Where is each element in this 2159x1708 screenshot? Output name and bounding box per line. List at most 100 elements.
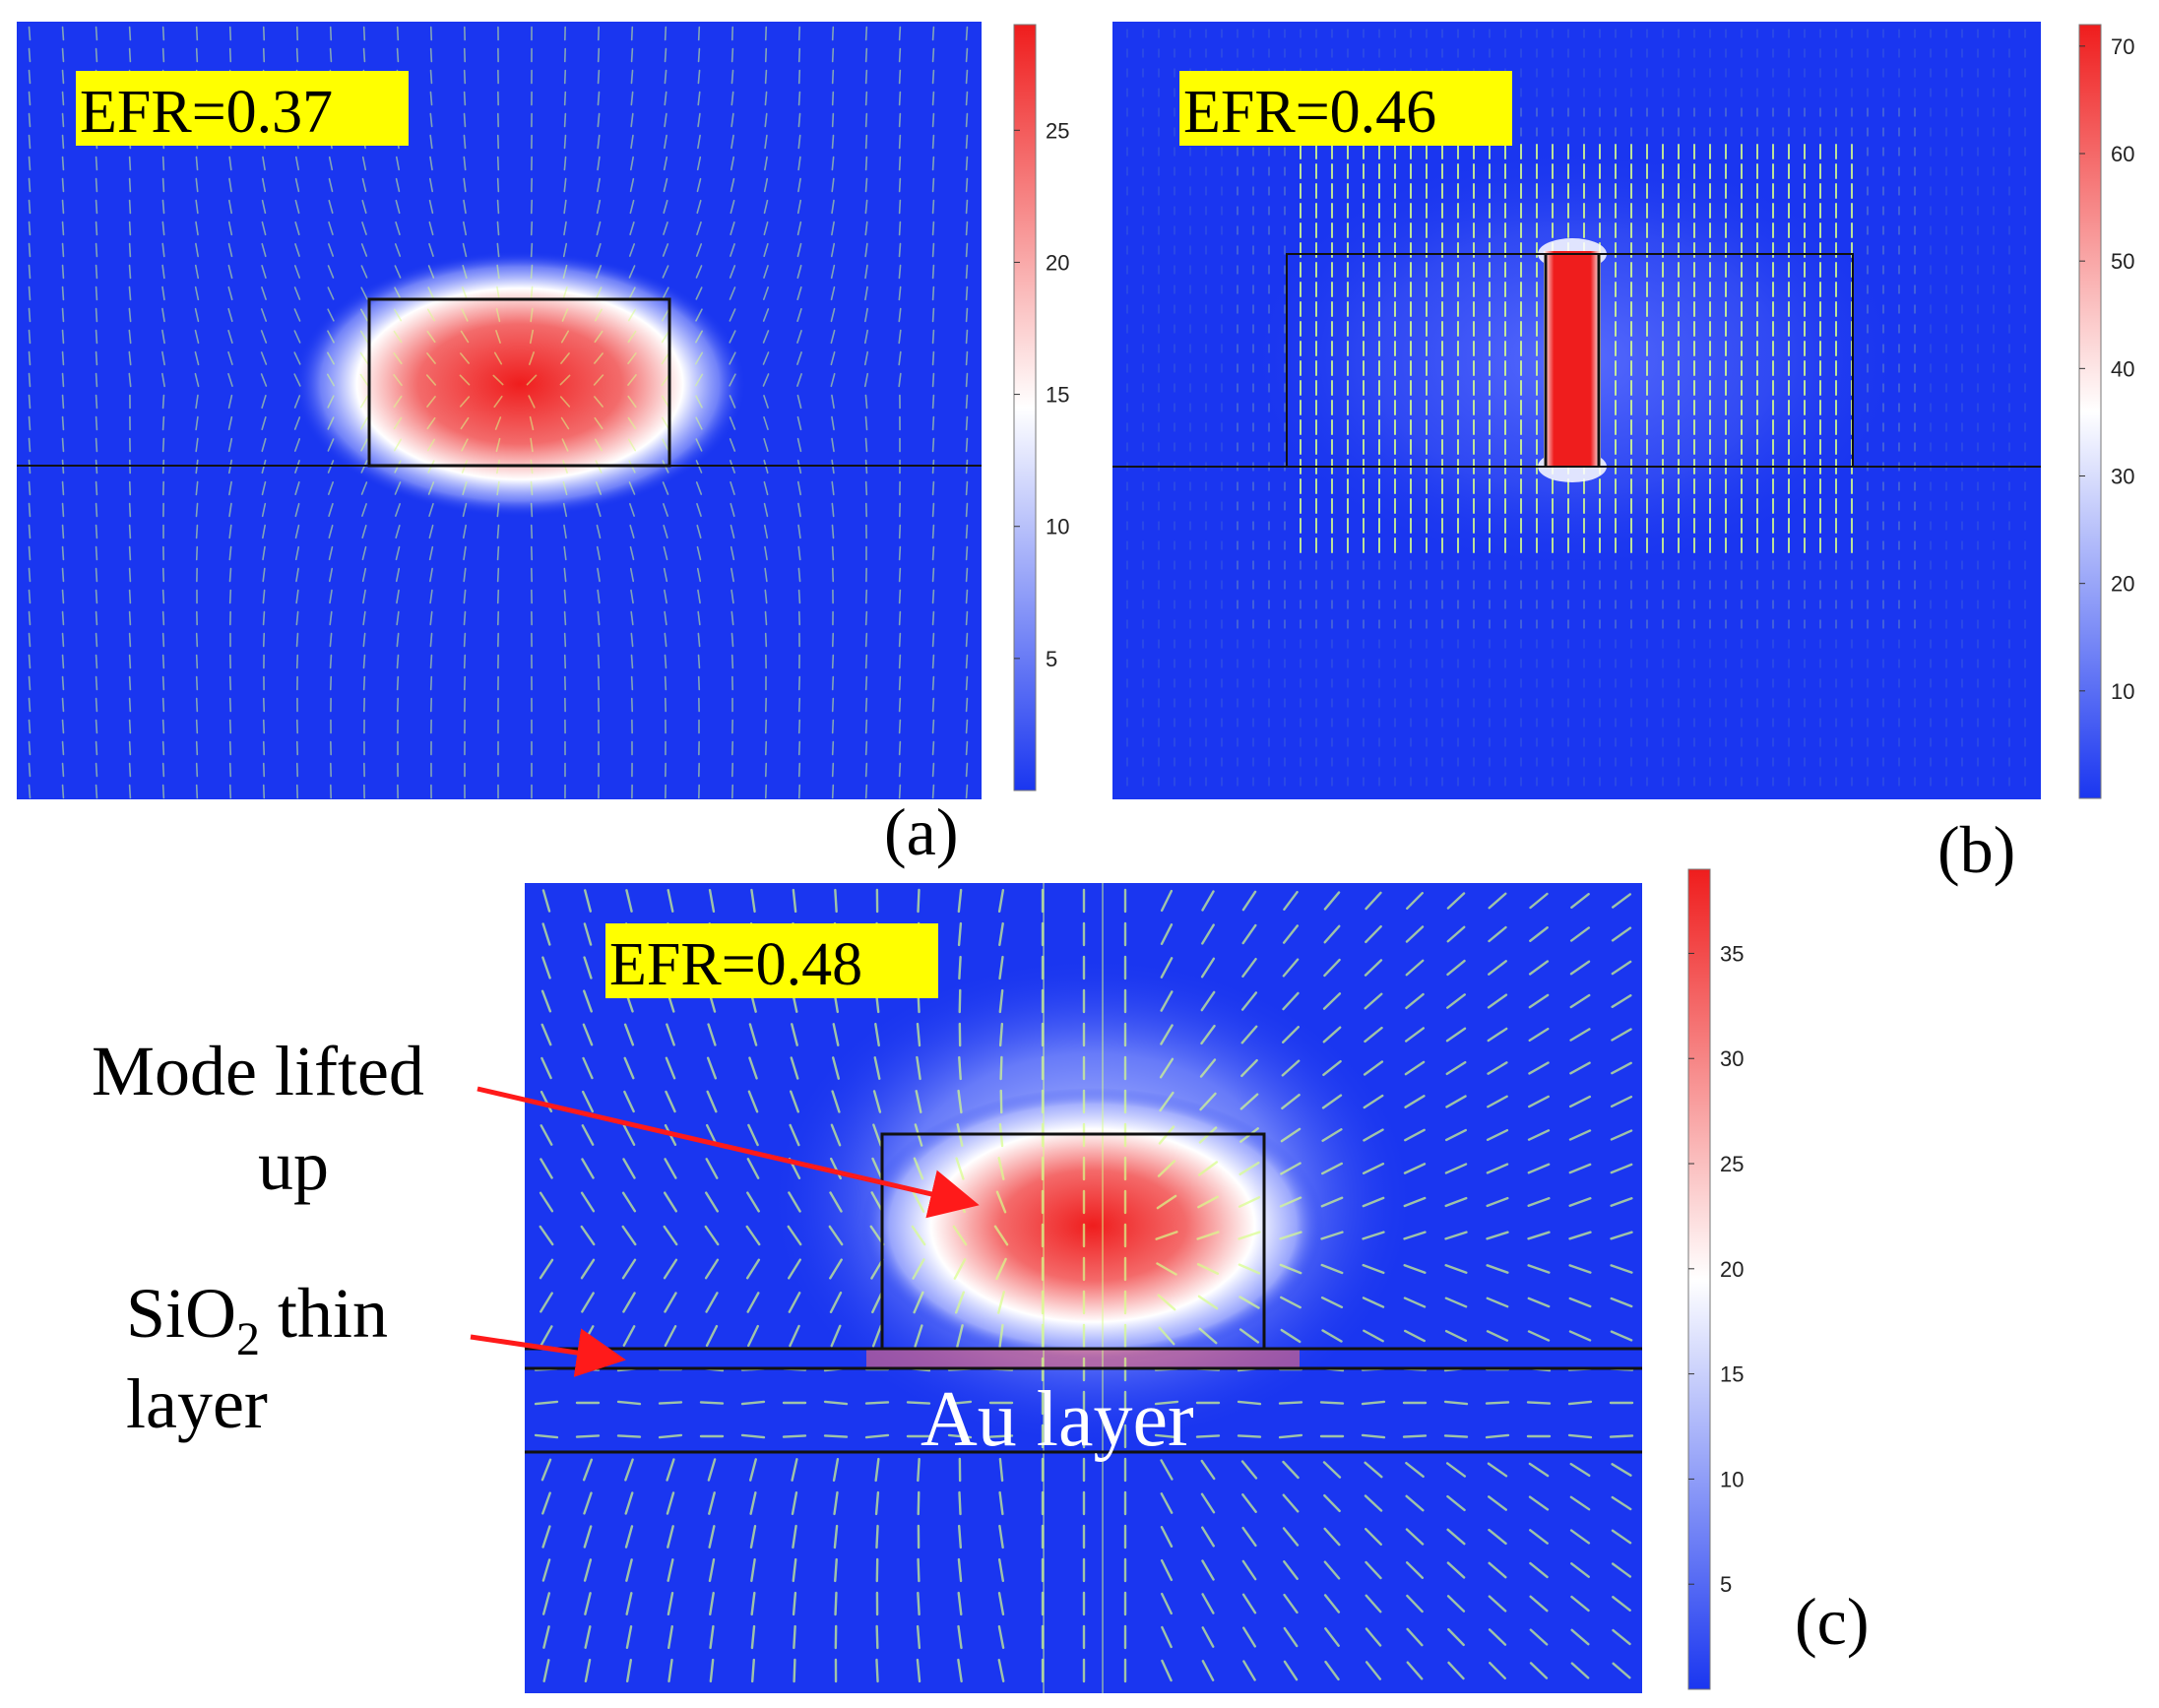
- field-vector: [729, 330, 736, 344]
- field-vector: [931, 437, 935, 453]
- field-vector: [831, 675, 835, 691]
- field-vector: [917, 888, 921, 914]
- field-vector: [597, 675, 601, 691]
- field-vector: [61, 654, 65, 669]
- field-vector: [831, 524, 835, 539]
- field-vector: [293, 395, 301, 409]
- field-vector: [393, 308, 403, 322]
- field-vector: [161, 177, 165, 193]
- field-vector: [998, 1457, 1004, 1483]
- field-vector: [630, 134, 634, 150]
- field-vector: [61, 567, 65, 583]
- field-vector: [595, 265, 603, 279]
- field-vector: [708, 1525, 716, 1549]
- field-vector: [1405, 992, 1425, 1010]
- field-vector: [260, 351, 268, 365]
- field-vector: [898, 112, 902, 128]
- field-vector: [128, 545, 132, 561]
- field-vector: [530, 307, 534, 323]
- field-vector: [831, 740, 835, 756]
- field-vector: [663, 503, 668, 517]
- field-vector: [911, 1225, 926, 1246]
- field-vector: [61, 480, 65, 496]
- field-vector: [965, 415, 969, 431]
- field-vector: [831, 394, 835, 410]
- field-vector: [831, 415, 835, 431]
- field-vector: [228, 567, 232, 583]
- field-vector: [1443, 1400, 1469, 1406]
- field-vector: [864, 437, 868, 453]
- field-vector: [864, 156, 868, 171]
- field-vector: [262, 47, 266, 63]
- field-vector: [965, 437, 969, 453]
- field-vector: [797, 502, 801, 518]
- field-vector: [906, 1401, 931, 1405]
- field-vector: [161, 26, 165, 41]
- field-vector: [426, 438, 436, 452]
- field-vector: [1570, 1662, 1590, 1679]
- field-vector: [195, 242, 199, 258]
- field-vector: [597, 632, 601, 648]
- field-vector: [965, 264, 969, 280]
- field-vector: [228, 177, 232, 193]
- field-vector: [628, 265, 636, 279]
- field-vector: [359, 351, 369, 365]
- field-vector: [195, 675, 199, 691]
- field-vector: [1567, 1400, 1593, 1406]
- field-vector: [429, 567, 433, 583]
- field-vector: [864, 1401, 890, 1405]
- field-vector: [495, 307, 501, 323]
- field-vector: [763, 502, 769, 518]
- field-vector: [1161, 1625, 1173, 1649]
- field-vector: [529, 329, 535, 345]
- field-vector: [898, 47, 902, 63]
- field-vector: [1238, 1328, 1260, 1344]
- field-vector: [763, 265, 769, 279]
- field-vector: [791, 1490, 798, 1516]
- field-vector: [426, 416, 436, 430]
- field-vector: [1405, 1494, 1425, 1512]
- field-vector: [1323, 924, 1341, 944]
- field-vector: [61, 719, 65, 734]
- field-vector: [665, 1090, 676, 1113]
- field-vector: [128, 524, 132, 539]
- field-vector: [195, 199, 199, 215]
- field-vector: [262, 762, 266, 778]
- field-vector: [797, 134, 801, 150]
- field-vector: [128, 784, 132, 799]
- field-vector: [864, 242, 868, 258]
- field-vector: [1362, 1163, 1385, 1174]
- field-vector: [594, 330, 603, 344]
- field-vector: [328, 567, 334, 583]
- field-vector: [709, 1624, 715, 1650]
- field-vector: [161, 415, 165, 431]
- field-vector: [789, 1123, 800, 1147]
- field-vector: [530, 480, 534, 496]
- field-vector: [394, 481, 402, 495]
- field-vector: [1237, 1434, 1262, 1438]
- field-vector: [746, 1191, 760, 1213]
- field-vector: [28, 26, 32, 41]
- field-vector: [797, 719, 801, 734]
- field-vector: [128, 285, 132, 301]
- field-vector: [195, 394, 199, 410]
- field-vector: [957, 921, 963, 947]
- field-vector: [360, 308, 368, 322]
- field-vector: [831, 47, 835, 63]
- field-vector: [863, 372, 869, 388]
- field-vector: [1240, 1058, 1258, 1078]
- field-vector: [563, 112, 567, 128]
- field-vector: [1363, 1329, 1384, 1343]
- field-vector: [1242, 1626, 1256, 1648]
- field-vector: [1529, 926, 1549, 942]
- field-vector: [1488, 1495, 1507, 1511]
- field-vector: [1281, 1093, 1301, 1110]
- field-vector: [931, 112, 935, 128]
- field-vector: [293, 416, 301, 430]
- field-vector: [194, 372, 200, 388]
- field-vector: [695, 416, 703, 430]
- field-vector: [1488, 925, 1507, 943]
- field-vector: [931, 762, 935, 778]
- field-vector: [763, 199, 769, 215]
- field-vector: [95, 784, 98, 799]
